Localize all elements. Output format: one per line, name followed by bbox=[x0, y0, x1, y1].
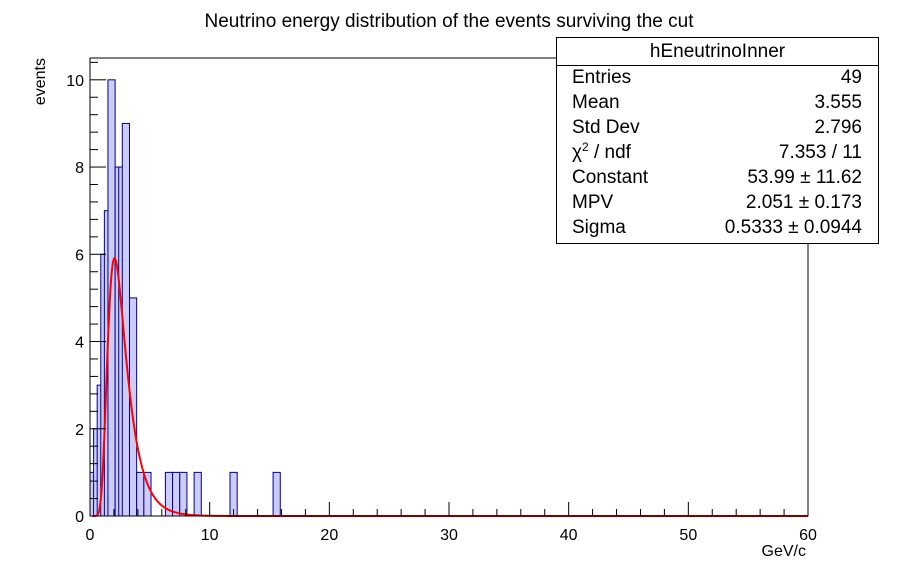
y-tick-label: 8 bbox=[75, 160, 84, 177]
stats-title: hEneutrinoInner bbox=[557, 38, 878, 66]
y-tick-label: 6 bbox=[75, 247, 84, 264]
x-tick-label: 40 bbox=[560, 527, 578, 544]
stats-value: 49 bbox=[840, 67, 862, 88]
stats-value: 2.051 ± 0.173 bbox=[745, 192, 862, 213]
stats-value: 0.5333 ± 0.0944 bbox=[724, 217, 862, 238]
y-tick-label: 0 bbox=[75, 509, 84, 526]
stats-label: χ2 / ndf bbox=[572, 140, 631, 164]
histogram-bar bbox=[272, 471, 281, 517]
stats-box: hEneutrinoInner Entries 49 Mean 3.555 St… bbox=[556, 37, 879, 244]
x-tick-label: 60 bbox=[799, 527, 817, 544]
stats-label: Std Dev bbox=[572, 117, 640, 138]
stats-row-entries: Entries 49 bbox=[557, 66, 878, 91]
chart-title: Neutrino energy distribution of the even… bbox=[205, 11, 695, 32]
stats-value: 2.796 bbox=[814, 117, 862, 138]
y-tick-label: 4 bbox=[75, 335, 84, 352]
histogram-bars bbox=[89, 79, 281, 517]
x-tick-label: 20 bbox=[320, 527, 338, 544]
stats-row-mpv: MPV 2.051 ± 0.173 bbox=[557, 191, 878, 216]
x-tick-label: 30 bbox=[440, 527, 458, 544]
histogram-bar bbox=[172, 471, 181, 517]
stats-label: MPV bbox=[572, 192, 614, 213]
stats-value: 7.353 / 11 bbox=[778, 142, 862, 163]
stats-label: Entries bbox=[572, 67, 632, 88]
x-tick-label: 10 bbox=[201, 527, 219, 544]
y-axis: 0 2 4 6 8 10 bbox=[66, 61, 106, 526]
chi-ndf-label: / ndf bbox=[588, 142, 631, 163]
stats-value: 3.555 bbox=[814, 92, 862, 113]
x-axis-label: GeV/c bbox=[762, 543, 806, 560]
stats-row-sigma: Sigma 0.5333 ± 0.0944 bbox=[557, 216, 878, 241]
x-tick-label: 50 bbox=[679, 527, 697, 544]
x-tick-label: 0 bbox=[86, 527, 95, 544]
y-tick-label: 2 bbox=[75, 422, 84, 439]
stats-row-mean: Mean 3.555 bbox=[557, 91, 878, 116]
histogram-bar bbox=[193, 471, 202, 517]
x-axis: 0 10 20 30 40 50 60 bbox=[86, 502, 817, 544]
stats-label: Constant bbox=[572, 167, 649, 188]
stats-row-chi2: χ2 / ndf 7.353 / 11 bbox=[557, 141, 878, 166]
stats-value: 53.99 ± 11.62 bbox=[747, 167, 862, 188]
stats-row-constant: Constant 53.99 ± 11.62 bbox=[557, 166, 878, 191]
stats-label: Mean bbox=[572, 92, 620, 113]
chi-symbol: χ bbox=[572, 142, 582, 163]
chi-exponent: 2 bbox=[581, 140, 589, 154]
stats-row-stddev: Std Dev 2.796 bbox=[557, 116, 878, 141]
y-axis-label: events bbox=[32, 58, 49, 105]
stats-label: Sigma bbox=[572, 217, 626, 238]
y-tick-label: 10 bbox=[66, 73, 84, 90]
